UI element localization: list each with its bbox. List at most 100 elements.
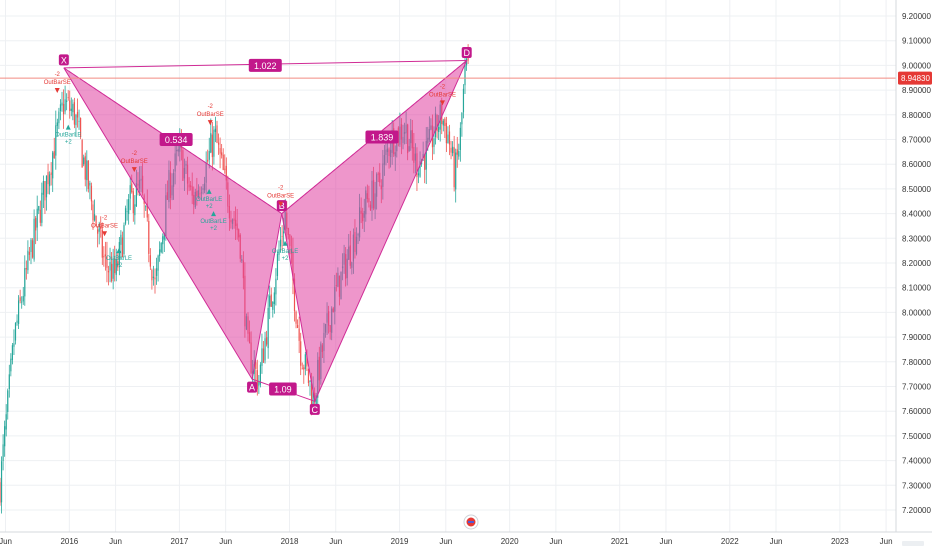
pattern-point-c[interactable]: C bbox=[309, 403, 320, 415]
tradingview-logo-icon bbox=[463, 514, 479, 530]
candle-body bbox=[39, 209, 41, 223]
pattern-point-x[interactable]: X bbox=[58, 54, 69, 66]
candle-body bbox=[58, 111, 60, 124]
price-tick-label: 8.80000 bbox=[902, 111, 931, 120]
candle-body bbox=[30, 239, 32, 253]
time-tick-label: 2019 bbox=[391, 537, 409, 546]
candle-body bbox=[47, 172, 49, 185]
candle-body bbox=[160, 243, 162, 253]
pattern-point-badge bbox=[247, 381, 258, 393]
time-tick-label: Jun bbox=[659, 537, 672, 546]
time-tick-label: 2017 bbox=[171, 537, 189, 546]
pattern-ratio-badge bbox=[269, 382, 297, 396]
signal-label: OutBarSE bbox=[91, 223, 118, 229]
candle-body bbox=[87, 160, 89, 190]
candle-body bbox=[10, 358, 12, 372]
signal-qty: -2 bbox=[208, 104, 214, 110]
candle-body bbox=[86, 160, 88, 181]
time-tick-label: Jun bbox=[219, 537, 232, 546]
candle-body bbox=[114, 258, 116, 274]
pattern-point-a[interactable]: A bbox=[247, 381, 258, 393]
pattern-line-xb bbox=[63, 67, 283, 214]
price-tick-label: 8.70000 bbox=[902, 136, 931, 145]
candle-body bbox=[24, 268, 26, 297]
arrow-down-icon bbox=[278, 201, 284, 207]
signal-qty: +2 bbox=[115, 263, 123, 269]
candle-body bbox=[445, 122, 447, 144]
candle-body bbox=[21, 301, 23, 303]
candle-body bbox=[154, 277, 156, 280]
candle-body bbox=[49, 174, 51, 187]
current-price-badge-bg bbox=[898, 71, 932, 85]
candle-body bbox=[53, 151, 55, 159]
signal-label: OutBarLE bbox=[200, 219, 226, 225]
candle-body bbox=[447, 134, 449, 144]
harmonic-pattern[interactable]: X A B C D 1.022 0.534 1.09 1.839 bbox=[58, 46, 472, 415]
candle-body bbox=[300, 341, 302, 366]
arrow-up-icon bbox=[282, 240, 288, 246]
pattern-ratio-label: 0.534 bbox=[165, 135, 188, 145]
logo-bar bbox=[468, 521, 474, 523]
candle-body bbox=[134, 204, 136, 216]
signal-label: OutBarSE bbox=[267, 194, 294, 200]
candle-body bbox=[221, 152, 223, 156]
candle-body bbox=[455, 152, 457, 190]
signal-label: OutBarSE bbox=[429, 92, 456, 98]
candle-body bbox=[309, 380, 311, 382]
signal-qty: +2 bbox=[210, 226, 218, 232]
price-tick-label: 9.20000 bbox=[902, 12, 931, 21]
candle-body bbox=[18, 300, 20, 324]
candle-body bbox=[278, 249, 280, 255]
arrow-down-icon bbox=[131, 167, 137, 173]
axis-scroll-handle[interactable] bbox=[902, 541, 924, 546]
pattern-ratio[interactable]: 1.839 bbox=[365, 130, 399, 144]
price-axis[interactable]: 9.20000 9.10000 9.00000 8.90000 8.80000 8.700… bbox=[895, 0, 932, 550]
pattern-ratio-label: 1.022 bbox=[254, 61, 277, 71]
candle-body bbox=[295, 311, 297, 324]
signal-outbarse: -2 OutBarSE bbox=[91, 215, 118, 237]
candle-body bbox=[424, 154, 426, 170]
current-price-badge[interactable]: 8.94830 bbox=[898, 71, 932, 85]
pattern-point-label: D bbox=[463, 48, 470, 58]
signal-outbarle: OutBarLE+2 bbox=[196, 188, 222, 210]
candle-body bbox=[163, 232, 165, 240]
price-tick-label: 9.10000 bbox=[902, 37, 931, 46]
pattern-ratio[interactable]: 1.022 bbox=[248, 58, 282, 72]
candle-body bbox=[461, 112, 463, 125]
time-tick-label: 2023 bbox=[831, 537, 849, 546]
candle-body bbox=[132, 191, 134, 214]
signal-outbarle: OutBarLE+2 bbox=[272, 240, 298, 262]
signal-outbarse: -2 OutBarSE bbox=[429, 84, 456, 106]
pattern-ratio-label: 1.839 bbox=[371, 133, 394, 143]
pattern-ratio[interactable]: 0.534 bbox=[159, 133, 193, 146]
time-axis[interactable]: Jun 2016 Jun 2017 Jun 2018 Jun 2019 Jun 2020 Jun 20… bbox=[0, 531, 932, 550]
candle-body bbox=[73, 102, 75, 125]
candle-body bbox=[417, 173, 420, 176]
pattern-triangle-bcd[interactable] bbox=[281, 60, 468, 404]
pattern-ratio[interactable]: 1.09 bbox=[269, 382, 297, 396]
pattern-ratio-badge bbox=[248, 58, 282, 72]
pattern-point-d[interactable]: D bbox=[461, 46, 472, 58]
candle-body bbox=[256, 370, 258, 390]
signal-label: OutBarSE bbox=[121, 159, 148, 165]
arrow-down-icon bbox=[54, 88, 60, 94]
candle-body bbox=[97, 229, 99, 234]
candle-body bbox=[106, 256, 108, 268]
candle-body bbox=[121, 237, 124, 258]
candle-body bbox=[56, 122, 58, 126]
candle-body bbox=[453, 147, 455, 188]
arrow-up-icon bbox=[211, 211, 217, 217]
signal-outbarle: OutBarLE+2 bbox=[55, 124, 81, 146]
candle-body bbox=[101, 229, 103, 258]
candle-body bbox=[452, 146, 454, 154]
candle-body bbox=[267, 307, 269, 349]
pattern-ratio-label: 1.09 bbox=[274, 384, 292, 394]
candle-body bbox=[262, 348, 265, 363]
candle-body bbox=[456, 149, 458, 155]
signal-label: OutBarLE bbox=[106, 256, 132, 262]
candle-body bbox=[67, 97, 69, 99]
candle-body bbox=[70, 108, 72, 111]
pattern-point-label: X bbox=[61, 55, 67, 65]
